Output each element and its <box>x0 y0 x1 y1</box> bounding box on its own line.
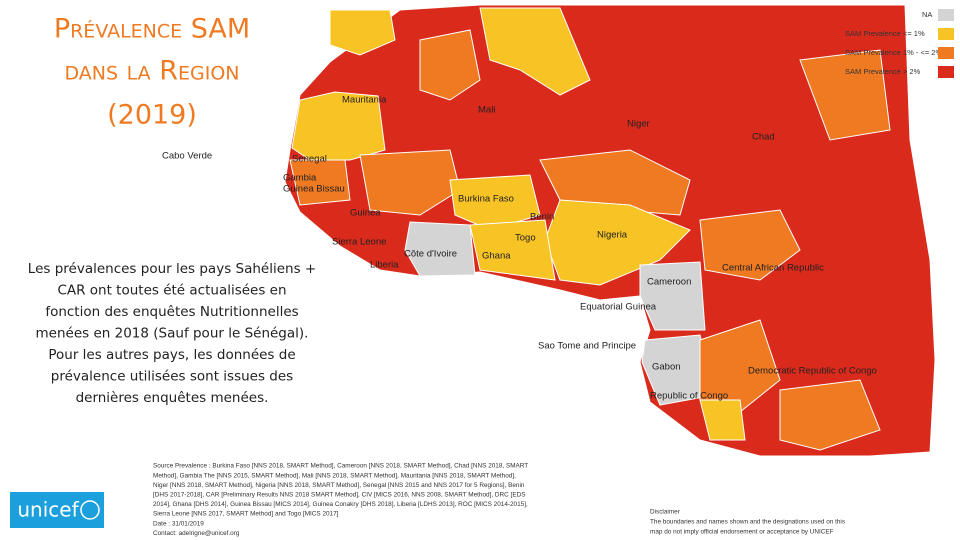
description-line: prévalence utilisées sont issues des <box>51 369 293 385</box>
source-line: Contact: adelrigne@unicef.org <box>153 530 240 537</box>
country-label: Republic of Congo <box>650 391 728 402</box>
title-line: (2019) <box>107 100 197 131</box>
country-label: Guinea Bissau <box>283 184 345 195</box>
description-line: Pour les autres pays, les données de <box>48 347 295 363</box>
region-orange <box>699 319 781 421</box>
country-label: Central African Republic <box>722 263 824 274</box>
legend-swatch <box>938 47 954 59</box>
legend-label: SAM Prevalence <= 1% <box>845 29 925 38</box>
country-label: Sierra Leone <box>332 237 386 248</box>
country-label: Côte d'Ivoire <box>404 249 457 260</box>
region-na <box>639 261 706 331</box>
country-label: Chad <box>752 132 775 143</box>
country-label: Gabon <box>652 362 681 373</box>
description-line: dernières enquêtes menées. <box>76 390 269 406</box>
unicef-logo: unicef <box>10 492 104 528</box>
region-yellow <box>469 219 556 281</box>
country-label: Mauritania <box>342 95 387 106</box>
logo-box <box>10 492 104 528</box>
source-line: [DHS 2017-2018], CAR [Preliminary Result… <box>153 491 525 498</box>
region-na <box>404 221 476 277</box>
disclaimer-line: The boundaries and names shown and the d… <box>650 519 845 526</box>
source-line: Date : 31/01/2019 <box>153 520 204 527</box>
country-label: Democratic Republic of Congo <box>748 366 877 377</box>
region-orange <box>699 209 801 281</box>
country-label: Nigeria <box>597 230 628 241</box>
legend-swatch <box>938 28 954 40</box>
country-label: Ghana <box>482 251 511 262</box>
map <box>284 4 936 457</box>
region-orange <box>359 149 461 216</box>
country-label: Liberia <box>370 260 399 271</box>
country-label: Equatorial Guinea <box>580 302 657 313</box>
legend-label: SAM Prevalence > 2% <box>845 67 921 76</box>
country-label: Cabo Verde <box>162 151 212 162</box>
country-label: Burkina Faso <box>458 194 514 205</box>
legend-label: NA <box>922 10 932 19</box>
title-line: dans la Region <box>64 56 239 87</box>
country-label: Benin <box>530 212 554 223</box>
country-label: Guinea <box>350 208 381 219</box>
source-line: Sierra Leone [NNS 2017, SMART Method] an… <box>153 511 339 518</box>
country-label: Sao Tome and Principe <box>538 341 636 352</box>
region-na <box>641 334 716 406</box>
region-orange <box>779 379 881 451</box>
country-label: Togo <box>515 233 536 244</box>
disclaimer-line: map do not imply official endorsement or… <box>650 529 834 536</box>
country-label: Niger <box>627 119 650 130</box>
country-label: Cameroon <box>647 277 691 288</box>
region-orange <box>419 29 481 101</box>
country-label: Gambia <box>283 173 317 184</box>
description-line: menées en 2018 (Sauf pour le Sénégal). <box>36 326 309 342</box>
source-line: Source Prevalence : Burkina Faso [NNS 20… <box>153 463 528 470</box>
description-line: CAR ont toutes été actualisées en <box>57 283 286 299</box>
legend-swatch <box>938 9 954 21</box>
country-label: Mali <box>478 105 495 116</box>
description-line: fonction des enquêtes Nutritionnelles <box>45 304 298 320</box>
source-line: Niger [NNS 2018, SMART Method], Nigeria … <box>153 482 525 489</box>
country-label: Senegal <box>292 154 327 165</box>
disclaimer-line: Disclaimer <box>650 509 681 516</box>
title-line: Prévalence SAM <box>54 14 250 45</box>
region-yellow <box>329 9 396 56</box>
region-orange <box>289 159 351 206</box>
description-line: Les prévalences pour les pays Sahéliens … <box>28 261 316 277</box>
region-orange <box>799 49 891 141</box>
legend-label: SAM Prevalence 1% - <= 2% <box>845 48 942 57</box>
legend-swatch <box>938 66 954 78</box>
source-line: 2014], Ghana [DHS 2014], Guinea Bissau [… <box>153 501 528 508</box>
logo-emblem <box>80 500 100 520</box>
source-line: Method], Gambia The [NNS 2015, SMART Met… <box>153 472 516 479</box>
region-yellow <box>479 7 591 96</box>
region-yellow <box>699 399 746 441</box>
logo-text: unicef <box>17 498 79 522</box>
